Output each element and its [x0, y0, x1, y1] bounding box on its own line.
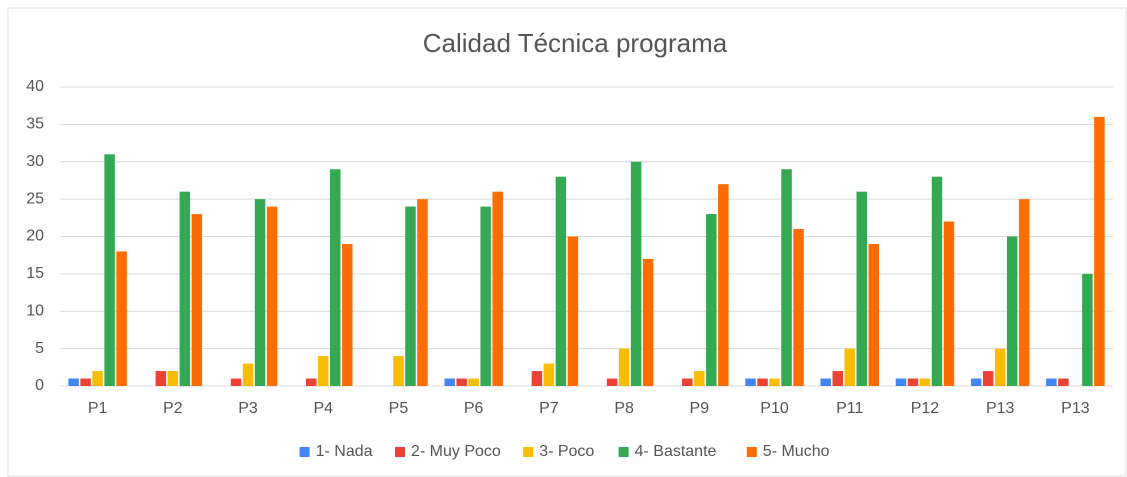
x-tick-label: P7: [539, 400, 559, 417]
x-tick-label: P12: [911, 400, 940, 417]
bar: [757, 378, 768, 386]
bar: [718, 184, 729, 386]
bar: [155, 371, 167, 386]
bar: [832, 371, 843, 386]
bar: [116, 251, 127, 386]
x-tick-label: P3: [238, 400, 258, 417]
bar: [318, 356, 329, 386]
legend-label: 3- Poco: [539, 443, 594, 460]
bar: [618, 348, 630, 386]
x-tick-label: P2: [163, 400, 183, 417]
bar: [342, 243, 353, 386]
bar: [92, 371, 103, 386]
x-tick-label: P1: [88, 400, 108, 417]
legend-swatch: [618, 447, 629, 457]
bar: [856, 191, 867, 386]
bar: [943, 221, 955, 386]
bar: [1046, 378, 1057, 386]
y-tick-label: 35: [26, 116, 44, 133]
bar: [606, 378, 618, 386]
bar: [242, 363, 254, 386]
bar: [895, 378, 907, 386]
legend-label: 2- Muy Poco: [411, 443, 501, 460]
bar: [266, 206, 278, 386]
bar: [531, 371, 543, 386]
bar: [694, 371, 705, 386]
legend-label: 5- Mucho: [763, 443, 830, 460]
bar: [745, 378, 756, 386]
bar: [982, 371, 994, 386]
bar: [994, 348, 1006, 386]
bar: [642, 258, 654, 386]
x-tick-label: P6: [464, 400, 484, 417]
bar: [793, 229, 804, 386]
legend-swatch: [395, 447, 405, 457]
bar: [393, 356, 404, 386]
bar: [630, 161, 642, 386]
bar: [970, 378, 982, 386]
y-tick-label: 5: [35, 340, 44, 357]
y-tick-label: 10: [26, 302, 44, 319]
bar: [567, 236, 579, 386]
bar: [330, 169, 341, 386]
bar: [456, 378, 467, 386]
bar: [1082, 273, 1093, 386]
bar: [444, 378, 455, 386]
bar: [781, 169, 792, 386]
bar: [230, 378, 242, 386]
bar: [931, 176, 943, 386]
y-tick-label: 15: [26, 265, 44, 282]
bar: [919, 378, 931, 386]
bar: [492, 191, 503, 386]
bar: [1018, 199, 1030, 386]
bar: [1058, 378, 1069, 386]
bar: [191, 214, 203, 386]
x-tick-label: P11: [836, 400, 863, 417]
y-tick-label: 25: [26, 190, 44, 207]
y-tick-label: 20: [26, 228, 44, 245]
y-tick-label: 40: [26, 78, 44, 95]
bar: [254, 199, 266, 386]
y-tick-label: 0: [35, 377, 44, 394]
legend-label: 1- Nada: [316, 443, 373, 460]
x-tick-label: P4: [313, 400, 333, 417]
bar: [306, 378, 317, 386]
legend-swatch: [523, 447, 534, 457]
bar: [1006, 236, 1018, 386]
bar: [167, 371, 179, 386]
bar: [820, 378, 831, 386]
bar: [682, 378, 693, 386]
bar: [468, 378, 479, 386]
x-tick-label: P8: [614, 400, 634, 417]
bar: [868, 243, 879, 386]
x-tick-label: P13: [986, 400, 1015, 417]
x-tick-label: P9: [690, 400, 710, 417]
bar: [417, 199, 428, 386]
bar: [104, 154, 115, 386]
x-tick-label: P10: [760, 400, 789, 417]
bar: [907, 378, 919, 386]
legend-swatch: [299, 447, 310, 457]
bar: [543, 363, 555, 386]
chart-title: Calidad Técnica programa: [423, 28, 728, 58]
x-tick-label: P5: [389, 400, 409, 417]
legend-swatch: [746, 447, 757, 457]
y-tick-label: 30: [26, 153, 44, 170]
bar: [480, 206, 491, 386]
x-tick-label: P13: [1061, 400, 1090, 417]
bar: [844, 348, 855, 386]
bar: [405, 206, 416, 386]
bar: [68, 378, 79, 386]
bar: [706, 214, 717, 386]
bar: [80, 378, 91, 386]
bar: [555, 176, 567, 386]
legend-label: 4- Bastante: [635, 443, 717, 460]
bar: [179, 191, 191, 386]
bar: [1094, 116, 1105, 387]
bar: [769, 378, 780, 386]
